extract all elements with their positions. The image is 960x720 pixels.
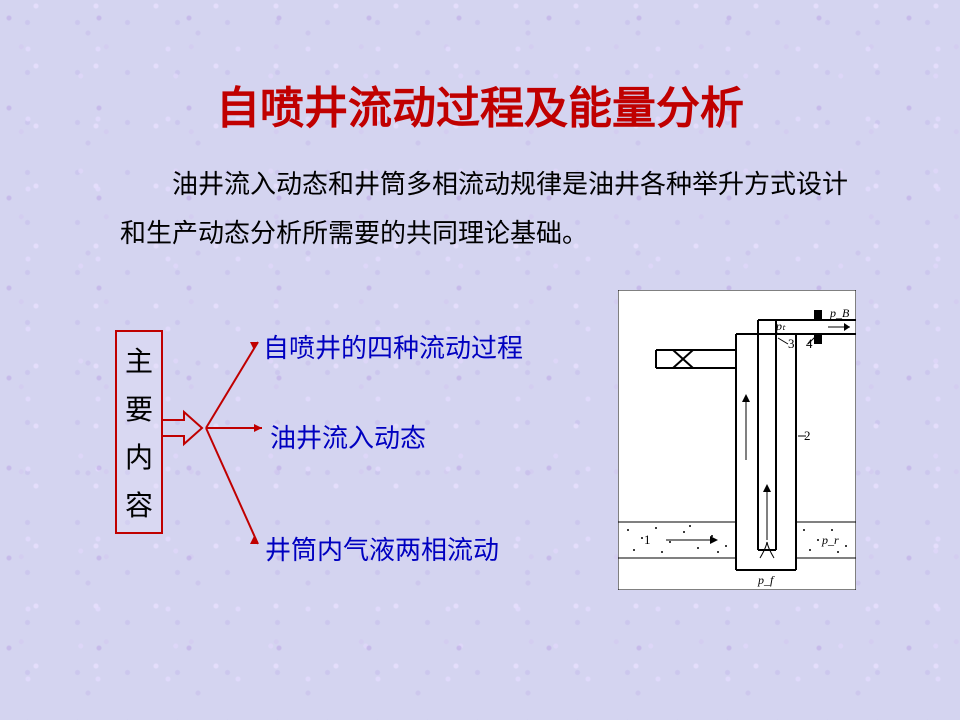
bullet-1: 自喷井的四种流动过程 [263, 328, 523, 365]
topics-box: 主要内容 [115, 330, 163, 534]
topics-box-char: 内 [125, 436, 153, 476]
topics-box-char: 要 [125, 388, 153, 428]
label-pt: pₜ [775, 319, 786, 333]
label-1: 1 [644, 532, 651, 547]
bracket-arrow [162, 328, 262, 558]
slide-title: 自喷井流动过程及能量分析 [0, 72, 960, 136]
bullet-2: 油井流入动态 [270, 418, 426, 455]
label-3: 3 [788, 336, 795, 351]
bullet-3: 井筒内气液两相流动 [265, 530, 499, 567]
intro-paragraph: 油井流入动态和井筒多相流动规律是油井各种举升方式设计和生产动态分析所需要的共同理… [120, 160, 860, 259]
label-4: 4 [806, 336, 813, 351]
label-pr: p_r [821, 533, 839, 547]
label-pb: p_B [829, 306, 850, 320]
topics-box-char: 主 [125, 340, 153, 380]
topics-box-char: 容 [125, 484, 153, 524]
well-schematic: pₜ p_B p_f p_r 1 2 3 4 [618, 290, 856, 590]
label-pf: p_f [757, 573, 775, 587]
slide: 自喷井流动过程及能量分析 油井流入动态和井筒多相流动规律是油井各种举升方式设计和… [0, 0, 960, 720]
